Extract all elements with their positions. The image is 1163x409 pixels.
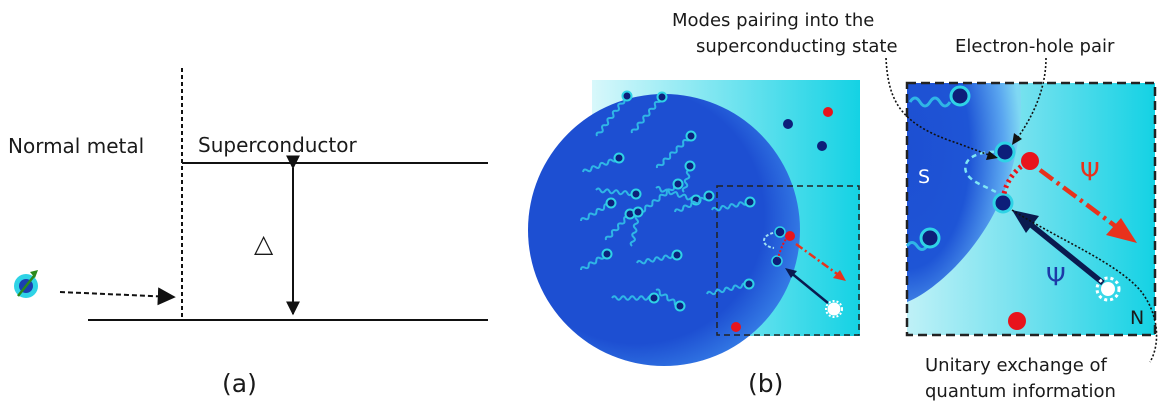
- incident-electron-icon: [14, 270, 38, 298]
- pair-electron-top: [994, 141, 1016, 163]
- inset-loose-hole: [1008, 312, 1026, 330]
- reflected-red-arrow: [1038, 168, 1120, 230]
- mini-pairing-curve: [763, 231, 779, 249]
- panel-b: (b): [528, 80, 860, 398]
- mini-red-arrowhead: [833, 270, 846, 281]
- cooper-pair-wave: [580, 203, 609, 222]
- s-region-label: S: [918, 166, 930, 188]
- cooper-pair-wave: [604, 215, 628, 241]
- inset-pair-electron: [949, 85, 971, 107]
- cooper-pair-wave: [711, 201, 749, 212]
- superconductor-label: Superconductor: [198, 133, 358, 157]
- loose-electron: [783, 119, 793, 129]
- panel-a: Normal metal Superconductor △ (a): [8, 68, 488, 398]
- cooper-pair-wave: [595, 187, 633, 197]
- top-callout-arrowhead: [986, 151, 998, 160]
- cooper-pair-electron: [743, 278, 755, 290]
- mini-electron-out: [771, 255, 783, 267]
- inset-pair-wave: [905, 241, 929, 251]
- pair-callout-leader: [1015, 57, 1047, 141]
- cooper-pair-electron: [601, 248, 613, 260]
- cooper-pair-electron: [621, 90, 633, 102]
- exchange-dotted-path: [1011, 209, 1158, 363]
- cooper-pair-electron: [632, 206, 644, 218]
- inset-frame: [905, 81, 1157, 337]
- n-region-label: N: [1130, 307, 1144, 329]
- inset-pair-wave: [908, 96, 952, 108]
- cooper-pair-electron: [605, 197, 617, 209]
- loose-hole: [823, 107, 833, 117]
- cooper-pair-electron: [703, 190, 715, 202]
- callouts: Modes pairing into the superconducting s…: [672, 10, 1116, 402]
- bottom-callout-line1: Unitary exchange of: [925, 355, 1108, 376]
- inset-superconductor-region: [907, 83, 1021, 302]
- cooper-pair-wave: [655, 136, 691, 169]
- mini-hole: [785, 231, 795, 241]
- zoom-box: [716, 185, 860, 336]
- top-callout-line2: superconducting state: [696, 36, 898, 57]
- mini-navy-arrow: [789, 271, 829, 304]
- gap-delta-label: △: [254, 229, 274, 258]
- cooper-pair-wave: [706, 282, 748, 296]
- mini-navy-arrowhead: [785, 268, 797, 278]
- cooper-pair-wave: [595, 95, 627, 137]
- cooper-pair-wave: [630, 98, 663, 134]
- cooper-pair-wave: [611, 295, 654, 301]
- panel-a-caption: (a): [222, 369, 257, 398]
- loose-hole: [731, 322, 741, 332]
- psi-red-label: Ψ: [1080, 157, 1100, 186]
- superconductor-disc: [528, 94, 800, 366]
- cooper-pair-wave: [582, 158, 618, 173]
- cooper-pair-wave: [636, 182, 678, 215]
- mini-red-path: [777, 235, 789, 259]
- loose-electron: [817, 141, 827, 151]
- panel-b-caption: (b): [748, 369, 783, 398]
- mini-red-arrow: [795, 242, 841, 278]
- cooper-pair-wave: [629, 214, 640, 247]
- top-callout-line1: Modes pairing into the: [672, 10, 874, 31]
- cooper-pair-electron: [613, 152, 625, 164]
- bottom-callout-line2: quantum information: [925, 381, 1116, 402]
- cooper-pair-electron: [744, 196, 756, 208]
- cooper-pair-wave: [655, 185, 696, 201]
- incident-navy-arrowhead: [1012, 210, 1039, 233]
- cooper-pair-electron: [656, 91, 668, 103]
- cooper-pair-wave: [655, 288, 679, 307]
- cooper-pair-electron: [685, 130, 697, 142]
- pair-callout-arrowhead: [1012, 133, 1022, 145]
- pair-hole: [1021, 152, 1039, 170]
- mini-electron-in: [774, 226, 786, 238]
- top-callout-leader: [885, 57, 993, 157]
- cooper-pair-electron: [672, 178, 684, 190]
- incident-navy-arrow: [1028, 221, 1105, 286]
- mini-incoming-star-icon: [825, 300, 843, 318]
- normal-metal-label: Normal metal: [8, 134, 144, 158]
- inset-pair-electron: [919, 227, 941, 249]
- cooper-pair-wave: [674, 196, 709, 213]
- cooper-pair-electron: [671, 249, 683, 261]
- andreev-red-dotted-path: [1001, 160, 1028, 195]
- cooper-pair-electron: [674, 300, 686, 312]
- inset-panel: S N Ψ Ψ: [905, 81, 1158, 363]
- pair-electron-bottom: [992, 192, 1014, 214]
- cooper-pair-electron: [648, 292, 660, 304]
- reflected-red-arrowhead: [1106, 218, 1137, 243]
- pair-callout-label: Electron-hole pair: [955, 36, 1115, 57]
- cooper-pair-electron: [630, 188, 642, 200]
- cooper-pair-wave: [580, 255, 605, 271]
- cooper-pairs: [580, 90, 756, 312]
- cooper-pair-electron: [684, 160, 696, 172]
- incoming-dashed-arrow: [59, 287, 176, 306]
- cooper-pair-wave: [681, 169, 691, 193]
- psi-blue-label: Ψ: [1046, 262, 1066, 291]
- incoming-quasiparticle-icon: [1095, 276, 1121, 302]
- cooper-pair-wave: [636, 252, 678, 265]
